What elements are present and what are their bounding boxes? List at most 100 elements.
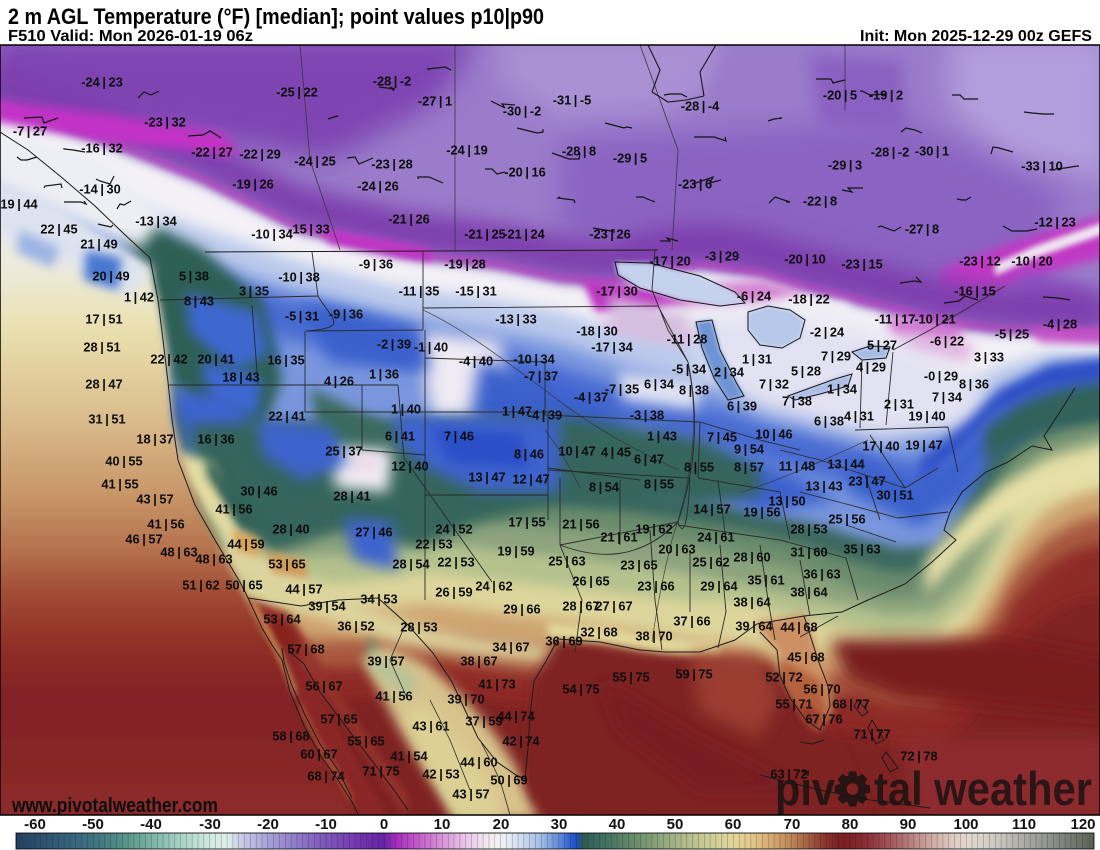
svg-text:-28 | 8: -28 | 8 bbox=[562, 144, 596, 159]
svg-text:-10 | 34: -10 | 34 bbox=[513, 352, 555, 367]
svg-text:4 | 29: 4 | 29 bbox=[856, 360, 886, 375]
svg-text:39 | 64: 39 | 64 bbox=[735, 619, 773, 634]
svg-text:-31 | -5: -31 | -5 bbox=[553, 93, 592, 108]
svg-text:30 | 46: 30 | 46 bbox=[240, 484, 277, 499]
svg-text:-30 | 1: -30 | 1 bbox=[915, 144, 949, 159]
svg-text:68 | 74: 68 | 74 bbox=[307, 769, 345, 784]
svg-text:22 | 45: 22 | 45 bbox=[40, 222, 77, 237]
svg-text:55 | 71: 55 | 71 bbox=[775, 697, 812, 712]
svg-text:44 | 68: 44 | 68 bbox=[780, 620, 817, 635]
svg-text:20 | 63: 20 | 63 bbox=[658, 542, 695, 557]
svg-text:-5 | 34: -5 | 34 bbox=[672, 362, 707, 377]
svg-text:6 | 47: 6 | 47 bbox=[634, 452, 664, 467]
svg-text:-40: -40 bbox=[140, 816, 162, 833]
svg-text:4 | 26: 4 | 26 bbox=[324, 374, 354, 389]
svg-text:23 | 47: 23 | 47 bbox=[848, 474, 885, 489]
svg-text:0: 0 bbox=[380, 816, 388, 833]
svg-text:120: 120 bbox=[1070, 816, 1095, 833]
svg-text:40 | 55: 40 | 55 bbox=[105, 454, 142, 469]
svg-text:-22 | 27: -22 | 27 bbox=[191, 145, 232, 160]
svg-text:41 | 54: 41 | 54 bbox=[390, 749, 428, 764]
svg-text:8 | 55: 8 | 55 bbox=[684, 460, 714, 475]
svg-text:F510 Valid: Mon 2026-01-19 06z: F510 Valid: Mon 2026-01-19 06z bbox=[8, 28, 253, 45]
svg-text:-30: -30 bbox=[199, 816, 221, 833]
svg-text:16 | 35: 16 | 35 bbox=[267, 353, 304, 368]
svg-text:41 | 56: 41 | 56 bbox=[215, 502, 252, 517]
svg-text:-4 | 28: -4 | 28 bbox=[1043, 317, 1077, 332]
svg-text:42 | 53: 42 | 53 bbox=[422, 767, 459, 782]
svg-text:-13 | 34: -13 | 34 bbox=[135, 214, 177, 229]
svg-text:40: 40 bbox=[609, 816, 626, 833]
svg-text:31 | 60: 31 | 60 bbox=[790, 545, 827, 560]
svg-text:-27 | 1: -27 | 1 bbox=[418, 94, 452, 109]
svg-text:tal weather: tal weather bbox=[874, 762, 1092, 815]
svg-text:-29 | 5: -29 | 5 bbox=[613, 151, 647, 166]
svg-text:59 | 75: 59 | 75 bbox=[675, 667, 712, 682]
svg-text:-15 | 31: -15 | 31 bbox=[455, 284, 496, 299]
svg-text:55 | 65: 55 | 65 bbox=[347, 734, 384, 749]
svg-text:-10 | 34: -10 | 34 bbox=[251, 227, 293, 242]
svg-text:3 | 33: 3 | 33 bbox=[974, 350, 1004, 365]
svg-text:34 | 67: 34 | 67 bbox=[492, 640, 529, 655]
svg-text:41 | 73: 41 | 73 bbox=[478, 677, 515, 692]
svg-text:-28 | -4: -28 | -4 bbox=[681, 99, 720, 114]
svg-text:56 | 70: 56 | 70 bbox=[803, 682, 840, 697]
svg-text:19 | 44: 19 | 44 bbox=[0, 197, 38, 212]
svg-text:-19 | 26: -19 | 26 bbox=[232, 177, 273, 192]
svg-text:1 | 36: 1 | 36 bbox=[369, 367, 399, 382]
svg-text:28 | 51: 28 | 51 bbox=[83, 340, 120, 355]
svg-text:48 | 63: 48 | 63 bbox=[195, 552, 232, 567]
svg-text:-6 | 22: -6 | 22 bbox=[930, 334, 964, 349]
svg-text:10 | 46: 10 | 46 bbox=[755, 427, 792, 442]
svg-text:-14 | 30: -14 | 30 bbox=[79, 182, 120, 197]
svg-text:44 | 59: 44 | 59 bbox=[227, 537, 264, 552]
svg-text:-3 | 38: -3 | 38 bbox=[630, 408, 664, 423]
svg-text:9 | 54: 9 | 54 bbox=[734, 442, 765, 457]
svg-text:38 | 64: 38 | 64 bbox=[790, 585, 828, 600]
svg-text:6 | 39: 6 | 39 bbox=[727, 399, 757, 414]
svg-text:42 | 74: 42 | 74 bbox=[502, 734, 540, 749]
svg-text:-10 | 20: -10 | 20 bbox=[1011, 254, 1052, 269]
svg-text:13 | 50: 13 | 50 bbox=[768, 494, 805, 509]
svg-text:-28 | -2: -28 | -2 bbox=[373, 74, 412, 89]
svg-text:8 | 54: 8 | 54 bbox=[589, 480, 620, 495]
svg-text:80: 80 bbox=[842, 816, 859, 833]
svg-text:4 | 31: 4 | 31 bbox=[844, 409, 874, 424]
svg-text:90: 90 bbox=[900, 816, 917, 833]
svg-text:-4 | 37: -4 | 37 bbox=[574, 390, 608, 405]
svg-text:36 | 69: 36 | 69 bbox=[545, 634, 582, 649]
svg-text:39 | 57: 39 | 57 bbox=[367, 654, 404, 669]
svg-text:-1 | 40: -1 | 40 bbox=[414, 340, 448, 355]
svg-text:-25 | 22: -25 | 22 bbox=[276, 85, 317, 100]
svg-text:7 | 45: 7 | 45 bbox=[707, 430, 737, 445]
svg-text:50 | 69: 50 | 69 bbox=[490, 773, 527, 788]
svg-text:-5 | 31: -5 | 31 bbox=[285, 309, 319, 324]
svg-text:27 | 46: 27 | 46 bbox=[355, 525, 392, 540]
svg-text:-16 | 15: -16 | 15 bbox=[954, 284, 995, 299]
svg-text:-24 | 19: -24 | 19 bbox=[446, 143, 487, 158]
svg-text:51 | 62: 51 | 62 bbox=[182, 578, 219, 593]
svg-text:19 | 47: 19 | 47 bbox=[905, 438, 942, 453]
svg-text:35 | 63: 35 | 63 bbox=[843, 542, 880, 557]
svg-text:5 | 38: 5 | 38 bbox=[179, 269, 209, 284]
svg-text:-13 | 33: -13 | 33 bbox=[495, 312, 536, 327]
svg-text:44 | 60: 44 | 60 bbox=[460, 755, 497, 770]
svg-text:28 | 53: 28 | 53 bbox=[790, 522, 827, 537]
svg-text:26 | 59: 26 | 59 bbox=[435, 585, 472, 600]
svg-text:4 | 45: 4 | 45 bbox=[601, 445, 631, 460]
svg-text:71 | 75: 71 | 75 bbox=[362, 764, 399, 779]
svg-text:19 | 59: 19 | 59 bbox=[497, 544, 534, 559]
svg-text:110: 110 bbox=[1012, 816, 1036, 833]
svg-text:-30 | -2: -30 | -2 bbox=[503, 104, 542, 119]
svg-text:-50: -50 bbox=[82, 816, 104, 833]
svg-text:10 | 47: 10 | 47 bbox=[558, 444, 595, 459]
svg-text:60 | 67: 60 | 67 bbox=[300, 747, 337, 762]
svg-text:-15 | 33: -15 | 33 bbox=[288, 222, 329, 237]
svg-text:22 | 53: 22 | 53 bbox=[437, 555, 474, 570]
svg-text:30: 30 bbox=[551, 816, 568, 833]
svg-text:7 | 32: 7 | 32 bbox=[759, 377, 789, 392]
svg-text:1 | 43: 1 | 43 bbox=[647, 429, 677, 444]
svg-text:14 | 57: 14 | 57 bbox=[693, 502, 730, 517]
svg-text:-20 | 5: -20 | 5 bbox=[823, 88, 857, 103]
svg-text:-17 | 20: -17 | 20 bbox=[649, 254, 690, 269]
